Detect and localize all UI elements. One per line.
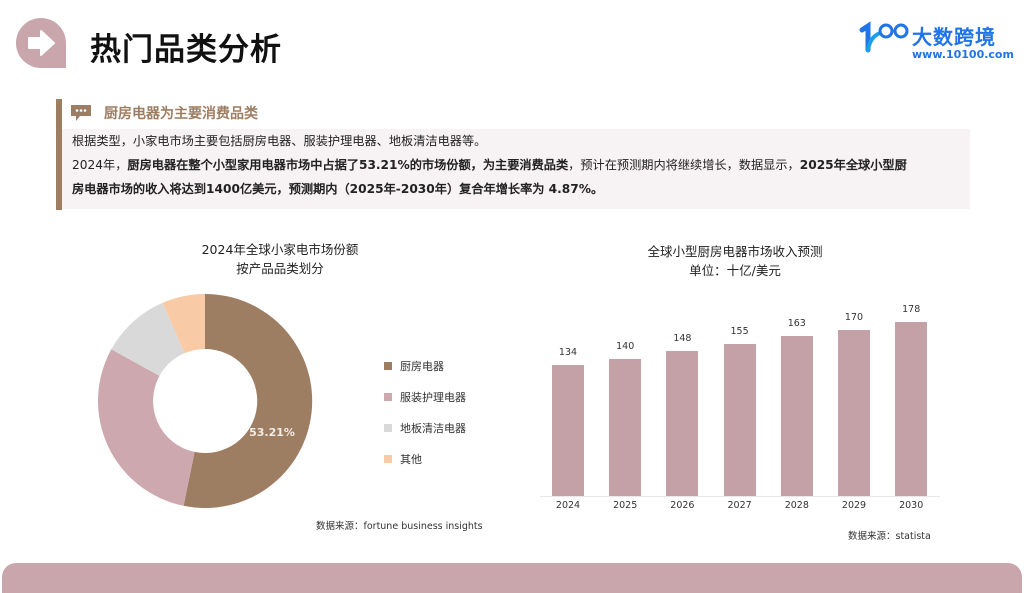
body-line-2: 2024年，厨房电器在整个小型家用电器市场中占据了53.21%的市场份额，为主要… (72, 153, 970, 177)
section-title: 厨房电器为主要消费品类 (104, 106, 258, 122)
section-body: 根据类型，小家电市场主要包括厨房电器、服装护理电器、地板清洁电器等。 2024年… (62, 129, 970, 209)
legend-label: 其他 (400, 452, 422, 466)
logo-url: www.10100.com (912, 48, 1014, 61)
legend-item-other: 其他 (384, 443, 466, 474)
x-tick-label: 2024 (555, 500, 581, 511)
section-header: 厨房电器为主要消费品类 (70, 102, 258, 124)
legend-swatch (384, 423, 392, 432)
bar-title: 全球小型厨房电器市场收入预测 (647, 244, 823, 259)
bar-2025 (609, 358, 642, 496)
x-tick-label: 2027 (727, 500, 752, 511)
logo-name: 大数跨境 (912, 25, 996, 49)
donut-title: 2024年全球小家电市场份额 (201, 242, 359, 257)
body-line-1: 根据类型，小家电市场主要包括厨房电器、服装护理电器、地板清洁电器等。 (72, 134, 487, 148)
bar-chart: 134 2024 140 2025 148 2026 155 2027 163 2028 170 20… (540, 300, 940, 520)
bar-2026 (666, 351, 699, 496)
legend-item-kitchen: 厨房电器 (384, 350, 466, 381)
bar-2030 (895, 321, 928, 496)
legend-item-floor: 地板清洁电器 (384, 412, 466, 443)
bar-2024 (552, 364, 584, 496)
x-tick-label: 2028 (784, 500, 809, 511)
slice-label-kitchen: 53.21% (249, 426, 295, 439)
legend-label: 服装护理电器 (400, 390, 466, 404)
body-line-3: 房电器市场的收入将达到1400亿美元，预测期内（2025年-2030年）复合年增… (72, 182, 604, 196)
bar-subtitle: 单位：十亿/美元 (689, 263, 781, 278)
text-bold-share: 厨房电器在整个小型家用电器市场中占据了53.21%的市场份额，为主要消费品类 (127, 158, 569, 172)
section-accent-bar (56, 99, 62, 210)
bar-value-label: 155 (730, 326, 749, 338)
legend-swatch (384, 454, 392, 463)
bar-chart-title: 全球小型厨房电器市场收入预测 单位：十亿/美元 (610, 242, 860, 280)
donut-chart: 53.21% (98, 293, 313, 508)
donut-subtitle: 按产品品类划分 (236, 261, 324, 276)
arrow-right-icon (15, 17, 66, 68)
donut-source: 数据来源：fortune business insights (316, 521, 483, 532)
x-tick-label: 2030 (899, 500, 924, 511)
legend-label: 地板清洁电器 (400, 421, 466, 435)
slice-other (162, 294, 205, 354)
slice-garment (98, 349, 195, 506)
text-forecast: ，预计在预测期内将继续增长，数据显示， (568, 158, 800, 172)
donut-legend: 厨房电器 服装护理电器 地板清洁电器 其他 (384, 350, 466, 474)
legend-item-garment: 服装护理电器 (384, 381, 466, 412)
footer-band (2, 563, 1022, 593)
legend-swatch (384, 361, 392, 370)
bar-value-label: 170 (844, 311, 864, 323)
bar-value-label: 140 (616, 340, 635, 352)
brand-logo: 大数跨境 www.10100.com (856, 18, 1016, 66)
donut-chart-title: 2024年全球小家电市场份额 按产品品类划分 (160, 240, 400, 278)
x-axis-line (540, 496, 940, 497)
logo-mark-icon (859, 21, 909, 53)
bar-2028 (780, 336, 813, 496)
legend-label: 厨房电器 (400, 359, 444, 373)
bar-value-label: 134 (558, 346, 578, 358)
x-tick-label: 2025 (613, 500, 638, 511)
x-tick-label: 2026 (670, 500, 695, 511)
bar-value-label: 148 (673, 333, 692, 345)
x-tick-label: 2029 (841, 500, 867, 511)
text-bold-revenue: 2025年全球小型厨 (799, 158, 907, 172)
bar-source: 数据来源：statista (848, 531, 931, 542)
bar-value-label: 163 (787, 318, 806, 330)
bar-2027 (723, 344, 756, 496)
summary-section: 厨房电器为主要消费品类 根据类型，小家电市场主要包括厨房电器、服装护理电器、地板… (56, 99, 970, 210)
page-title: 热门品类分析 (90, 32, 282, 68)
legend-swatch (384, 392, 392, 401)
text-year: 2024年， (72, 158, 128, 172)
chat-bubble-icon (71, 105, 91, 121)
slice-floor-cleaning (111, 302, 185, 376)
slice-kitchen (183, 293, 313, 508)
bar-2029 (838, 329, 870, 496)
bar-value-label: 178 (902, 303, 921, 315)
